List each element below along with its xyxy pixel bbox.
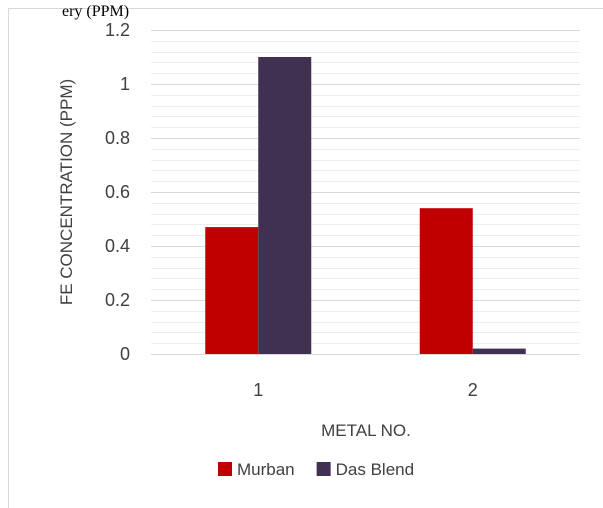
y-tick-label: 0.2 — [105, 290, 130, 310]
x-tick-label: 2 — [468, 380, 478, 400]
y-axis-title: FE CONCENTRATION (PPM) — [57, 79, 76, 305]
y-tick-label: 0 — [120, 344, 130, 364]
y-tick-label: 1.2 — [105, 20, 130, 40]
legend-swatch — [218, 462, 232, 476]
x-tick-label: 1 — [253, 380, 263, 400]
bars — [205, 57, 526, 354]
legend: Murban Das Blend — [218, 460, 414, 479]
bar-das-blend-1 — [258, 57, 312, 354]
top-caption-fragment: ery (PPM) — [62, 3, 129, 20]
bar-das-blend-2 — [472, 348, 526, 354]
y-tick-label: 0.8 — [105, 128, 130, 148]
y-tick-label: 1 — [120, 74, 130, 94]
x-axis-title: METAL NO. — [321, 421, 411, 440]
bar-murban-2 — [419, 208, 473, 354]
bar-murban-1 — [205, 227, 259, 354]
y-tick-labels: 0 0.2 0.4 0.6 0.8 1 1.2 — [105, 20, 130, 364]
y-tick-label: 0.4 — [105, 236, 130, 256]
y-tick-label: 0.6 — [105, 182, 130, 202]
legend-label: Das Blend — [336, 460, 414, 479]
legend-swatch — [316, 462, 331, 476]
legend-label: Murban — [237, 460, 295, 479]
